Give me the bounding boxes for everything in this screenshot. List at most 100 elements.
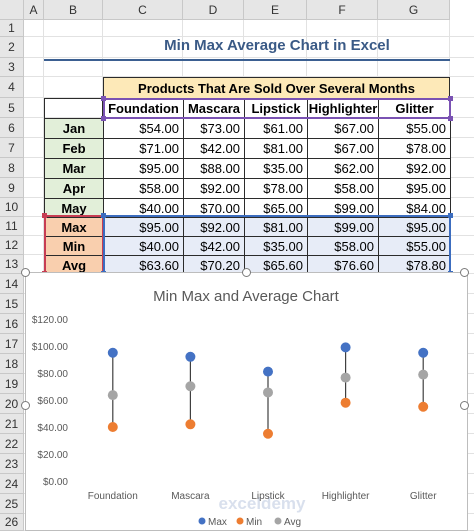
table-cell[interactable]: $40.00 bbox=[103, 236, 184, 256]
table-cell[interactable]: $88.00 bbox=[183, 158, 245, 179]
month-label[interactable]: Mar bbox=[44, 158, 104, 179]
table-cell[interactable]: $67.00 bbox=[307, 118, 379, 139]
row-header-23[interactable]: 23 bbox=[0, 454, 24, 474]
chart-resize-handle[interactable] bbox=[242, 268, 251, 277]
row-header-9[interactable]: 9 bbox=[0, 178, 24, 198]
row-header-17[interactable]: 17 bbox=[0, 334, 24, 354]
table-cell[interactable]: $54.00 bbox=[103, 118, 184, 139]
stat-label[interactable]: Max bbox=[44, 217, 104, 237]
table-cell[interactable]: $55.00 bbox=[378, 236, 451, 256]
row-header-26[interactable]: 26 bbox=[0, 514, 24, 531]
select-all-corner[interactable] bbox=[0, 0, 24, 20]
row-header-11[interactable]: 11 bbox=[0, 217, 24, 236]
product-header[interactable]: Highlighter bbox=[307, 98, 379, 119]
product-header[interactable]: Foundation bbox=[103, 98, 184, 119]
table-cell[interactable]: $95.00 bbox=[103, 217, 184, 237]
row-header-12[interactable]: 12 bbox=[0, 236, 24, 255]
table-cell[interactable]: $67.00 bbox=[307, 138, 379, 159]
product-header[interactable]: Mascara bbox=[183, 98, 245, 119]
table-cell[interactable]: $73.00 bbox=[183, 118, 245, 139]
row-header-8[interactable]: 8 bbox=[0, 158, 24, 178]
row-header-25[interactable]: 25 bbox=[0, 494, 24, 514]
range-resize-handle[interactable] bbox=[101, 116, 106, 121]
row-header-14[interactable]: 14 bbox=[0, 274, 24, 294]
row-header-15[interactable]: 15 bbox=[0, 294, 24, 314]
table-cell[interactable]: $58.00 bbox=[103, 178, 184, 199]
row-header-21[interactable]: 21 bbox=[0, 414, 24, 434]
column-header-C[interactable]: C bbox=[103, 0, 183, 20]
row-header-3[interactable]: 3 bbox=[0, 58, 24, 77]
stat-label[interactable]: Avg bbox=[44, 255, 104, 275]
row-header-1[interactable]: 1 bbox=[0, 20, 24, 37]
row-header-7[interactable]: 7 bbox=[0, 138, 24, 158]
table-cell[interactable]: $95.00 bbox=[103, 158, 184, 179]
chart-resize-handle[interactable] bbox=[21, 268, 30, 277]
table-cell[interactable]: $78.80 bbox=[378, 255, 451, 275]
row-header-22[interactable]: 22 bbox=[0, 434, 24, 454]
table-cell[interactable]: $78.00 bbox=[244, 178, 308, 199]
table-cell[interactable]: $58.00 bbox=[307, 236, 379, 256]
table-cell[interactable]: $81.00 bbox=[244, 217, 308, 237]
month-label[interactable]: Feb bbox=[44, 138, 104, 159]
table-banner[interactable]: Products That Are Sold Over Several Mont… bbox=[103, 77, 450, 99]
table-cell[interactable]: $62.00 bbox=[307, 158, 379, 179]
table-cell[interactable]: $63.60 bbox=[103, 255, 184, 275]
row-header-24[interactable]: 24 bbox=[0, 474, 24, 494]
table-cell[interactable]: $81.00 bbox=[244, 138, 308, 159]
table-cell[interactable]: $92.00 bbox=[183, 178, 245, 199]
table-cell[interactable]: $35.00 bbox=[244, 236, 308, 256]
stat-label[interactable]: Min bbox=[44, 236, 104, 256]
table-cell[interactable]: $58.00 bbox=[307, 178, 379, 199]
table-cell[interactable]: $95.00 bbox=[378, 217, 451, 237]
table-cell[interactable]: $55.00 bbox=[378, 118, 451, 139]
product-header[interactable]: Lipstick bbox=[244, 98, 308, 119]
table-cell[interactable]: $92.00 bbox=[378, 158, 451, 179]
table-cell[interactable]: $70.00 bbox=[183, 198, 245, 219]
row-header-2[interactable]: 2 bbox=[0, 37, 24, 58]
row-header-19[interactable]: 19 bbox=[0, 374, 24, 394]
chart-resize-handle[interactable] bbox=[21, 401, 30, 410]
table-cell[interactable]: $42.00 bbox=[183, 236, 245, 256]
column-header-A[interactable]: A bbox=[24, 0, 44, 20]
range-resize-handle[interactable] bbox=[101, 213, 106, 218]
product-header[interactable]: Glitter bbox=[378, 98, 451, 119]
table-cell[interactable]: $40.00 bbox=[103, 198, 184, 219]
row-header-13[interactable]: 13 bbox=[0, 255, 24, 274]
table-cell[interactable]: $65.00 bbox=[244, 198, 308, 219]
column-header-B[interactable]: B bbox=[44, 0, 103, 20]
row-header-16[interactable]: 16 bbox=[0, 314, 24, 334]
min-max-average-chart[interactable]: Min Max and Average Chart exceldemy $0.00 $… bbox=[21, 268, 469, 531]
row-header-5[interactable]: 5 bbox=[0, 98, 24, 118]
max-point bbox=[418, 347, 429, 358]
table-corner-cell[interactable] bbox=[44, 98, 103, 119]
column-header-G[interactable]: G bbox=[378, 0, 450, 20]
table-cell[interactable]: $92.00 bbox=[183, 217, 245, 237]
month-label[interactable]: Apr bbox=[44, 178, 104, 199]
table-cell[interactable]: $95.00 bbox=[378, 178, 451, 199]
month-label[interactable]: Jan bbox=[44, 118, 104, 139]
table-cell[interactable]: $78.00 bbox=[378, 138, 451, 159]
row-header-10[interactable]: 10 bbox=[0, 198, 24, 217]
range-resize-handle[interactable] bbox=[42, 213, 47, 218]
table-cell[interactable]: $99.00 bbox=[307, 217, 379, 237]
column-header-F[interactable]: F bbox=[307, 0, 378, 20]
column-header-E[interactable]: E bbox=[244, 0, 307, 20]
table-cell[interactable]: $76.60 bbox=[307, 255, 379, 275]
table-cell[interactable]: $42.00 bbox=[183, 138, 245, 159]
row-header-18[interactable]: 18 bbox=[0, 354, 24, 374]
column-header-D[interactable]: D bbox=[183, 0, 244, 20]
table-cell[interactable]: $35.00 bbox=[244, 158, 308, 179]
table-cell[interactable]: $61.00 bbox=[244, 118, 308, 139]
range-resize-handle[interactable] bbox=[448, 213, 453, 218]
range-resize-handle[interactable] bbox=[101, 96, 106, 101]
row-header-4[interactable]: 4 bbox=[0, 77, 24, 98]
range-resize-handle[interactable] bbox=[448, 116, 453, 121]
chart-resize-handle[interactable] bbox=[460, 401, 469, 410]
table-cell[interactable]: $84.00 bbox=[378, 198, 451, 219]
row-header-6[interactable]: 6 bbox=[0, 118, 24, 138]
range-resize-handle[interactable] bbox=[448, 96, 453, 101]
table-cell[interactable]: $71.00 bbox=[103, 138, 184, 159]
chart-resize-handle[interactable] bbox=[460, 268, 469, 277]
table-cell[interactable]: $99.00 bbox=[307, 198, 379, 219]
month-label[interactable]: May bbox=[44, 198, 104, 219]
